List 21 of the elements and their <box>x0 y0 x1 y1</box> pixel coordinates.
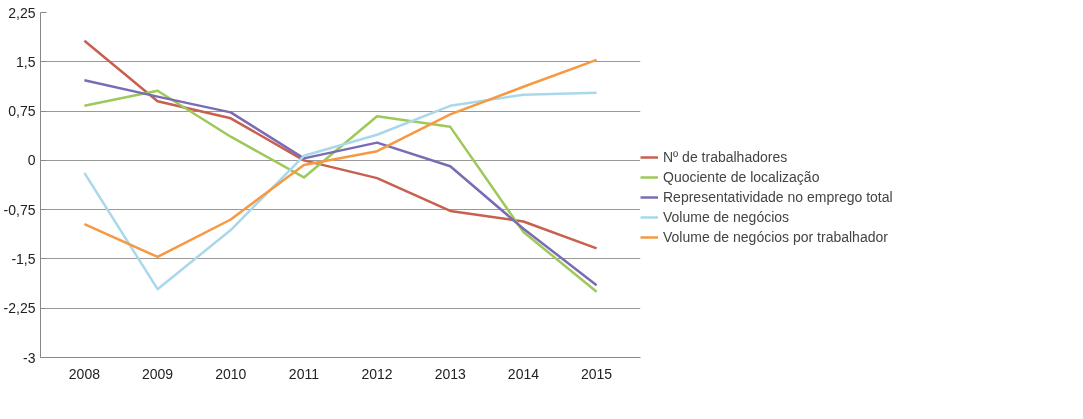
x-tick-label: 2009 <box>142 365 174 382</box>
y-tick-label: 1,5 <box>16 53 36 70</box>
x-tick-label: 2008 <box>68 365 101 382</box>
x-tick-label: 2013 <box>434 365 467 382</box>
legend-label: Nº de trabalhadores <box>663 149 788 165</box>
x-tick-label: 2011 <box>288 365 320 382</box>
x-tick-label: 2012 <box>361 365 393 382</box>
y-tick-label: -1,5 <box>11 250 36 267</box>
y-tick-label: -3 <box>23 349 36 366</box>
x-tick-label: 2015 <box>581 365 613 382</box>
x-tick-label: 2010 <box>215 365 247 382</box>
y-tick-label: 0 <box>27 152 36 169</box>
y-tick-label: 2,25 <box>8 4 36 21</box>
y-tick-label: -2,25 <box>3 300 36 317</box>
legend-label: Representatividade no emprego total <box>663 189 893 205</box>
x-tick-label: 2014 <box>507 365 540 382</box>
y-tick-label: 0,75 <box>8 103 36 120</box>
y-tick-label: -0,75 <box>3 201 36 218</box>
legend-label: Volume de negócios <box>663 209 790 225</box>
legend-label: Quociente de localização <box>663 169 820 185</box>
legend-label: Volume de negócios por trabalhador <box>663 229 888 245</box>
